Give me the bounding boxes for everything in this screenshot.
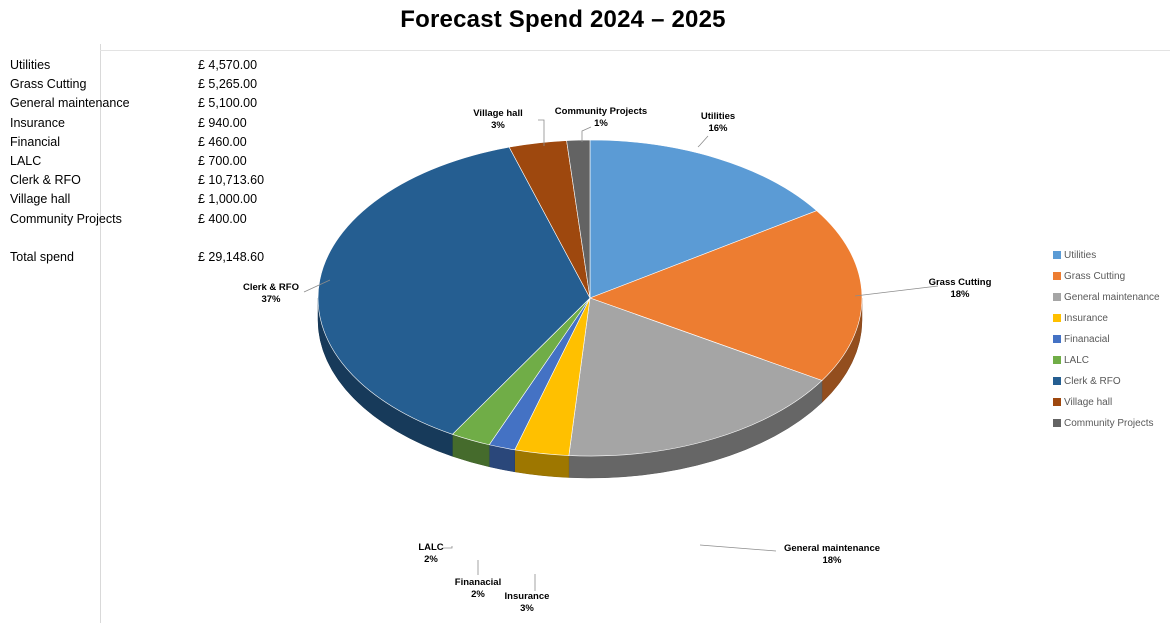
- slice-clerk-rfo: [317, 146, 591, 435]
- budget-label: Financial: [10, 134, 61, 149]
- data-label-percent-grass-cutting: 18%: [950, 289, 970, 300]
- legend-swatch: [1053, 398, 1061, 406]
- data-label-percent-utilities: 16%: [708, 123, 728, 134]
- data-label-percent-general-maintenance: 18%: [822, 555, 842, 566]
- data-label-lalc: LALC: [418, 542, 443, 553]
- budget-total-value: £ 29,148.60: [198, 249, 265, 264]
- budget-value: £ 460.00: [198, 134, 247, 149]
- budget-value: £ 700.00: [198, 153, 247, 168]
- pie-slices: [317, 139, 863, 457]
- legend-label: Community Projects: [1064, 418, 1154, 429]
- chart-title: Forecast Spend 2024 – 2025: [400, 6, 726, 33]
- leader-line-clerk-rfo: [303, 279, 331, 293]
- legend-swatch: [1053, 251, 1061, 259]
- legend-label: Finanacial: [1064, 334, 1110, 345]
- plot-area-top-border: [100, 50, 1170, 51]
- legend-label: Utilities: [1064, 250, 1097, 261]
- leader-line-grass-cutting: [854, 285, 939, 297]
- legend-swatch: [1053, 314, 1061, 322]
- legend-swatch: [1053, 419, 1061, 427]
- data-label-village-hall: Village hall: [473, 108, 522, 119]
- legend-item: Utilities: [1053, 248, 1160, 269]
- plot-area-left-border: [100, 44, 101, 623]
- legend-swatch: [1053, 377, 1061, 385]
- legend: Utilities Grass Cutting General maintena…: [1053, 248, 1160, 437]
- legend-label: Grass Cutting: [1064, 271, 1126, 282]
- slice-community-projects: [566, 139, 591, 299]
- budget-label: Village hall: [10, 192, 71, 207]
- legend-item: General maintenance: [1053, 290, 1160, 311]
- legend-label: LALC: [1064, 355, 1090, 366]
- data-label-percent-clerk-rfo: 37%: [261, 294, 281, 305]
- budget-label: General maintenance: [10, 96, 130, 111]
- leader-lines: [303, 119, 939, 591]
- data-label-utilities: Utilities: [701, 111, 735, 122]
- data-label-grass-cutting: Grass Cutting: [929, 277, 992, 288]
- budget-label: Utilities: [10, 58, 51, 72]
- slice-general-maintenance: [568, 297, 823, 457]
- budget-total-label: Total spend: [10, 249, 74, 264]
- data-label-clerk-rfo: Clerk & RFO: [243, 282, 299, 293]
- leader-line-community-projects: [581, 126, 592, 142]
- legend-item: LALC: [1053, 353, 1160, 374]
- legend-item: Village hall: [1053, 395, 1160, 416]
- budget-value: £ 10,713.60: [198, 173, 265, 188]
- data-label-percent-lalc: 2%: [424, 554, 438, 565]
- legend-item: Community Projects: [1053, 416, 1160, 437]
- legend-item: Clerk & RFO: [1053, 374, 1160, 395]
- data-label-percent-insurance: 3%: [520, 603, 534, 614]
- budget-label: Community Projects: [10, 211, 122, 226]
- leader-line-utilities: [697, 135, 709, 148]
- budget-label: Insurance: [10, 115, 65, 130]
- legend-label: Clerk & RFO: [1064, 376, 1121, 387]
- budget-label: Clerk & RFO: [10, 173, 81, 188]
- legend-item: Finanacial: [1053, 332, 1160, 353]
- legend-item: Grass Cutting: [1053, 269, 1160, 290]
- data-label-percent-finanacial: 2%: [471, 589, 485, 600]
- legend-label: Insurance: [1064, 313, 1108, 324]
- legend-swatch: [1053, 356, 1061, 364]
- data-label-percent-community-projects: 1%: [594, 118, 608, 129]
- legend-label: General maintenance: [1064, 292, 1160, 303]
- budget-label: LALC: [10, 153, 42, 168]
- legend-swatch: [1053, 293, 1061, 301]
- data-label-finanacial: Finanacial: [455, 577, 501, 588]
- leader-line-village-hall: [538, 119, 545, 146]
- data-label-insurance: Insurance: [505, 591, 550, 602]
- budget-label: Grass Cutting: [10, 77, 87, 92]
- data-label-percent-village-hall: 3%: [491, 120, 505, 131]
- data-label-community-projects: Community Projects: [555, 106, 647, 117]
- budget-value: £ 1,000.00: [198, 192, 258, 207]
- legend-swatch: [1053, 335, 1061, 343]
- legend-label: Village hall: [1064, 397, 1113, 408]
- leader-line-general-maintenance: [699, 544, 777, 552]
- leader-line-lalc: [443, 546, 453, 549]
- budget-value: £ 4,570.00: [198, 58, 258, 72]
- data-label-general-maintenance: General maintenance: [784, 543, 880, 554]
- budget-value: £ 940.00: [198, 115, 247, 130]
- slice-utilities: [589, 139, 818, 299]
- legend-swatch: [1053, 272, 1061, 280]
- budget-value: £ 5,265.00: [198, 77, 258, 92]
- budget-value: £ 5,100.00: [198, 96, 258, 111]
- legend-item: Insurance: [1053, 311, 1160, 332]
- pie-sides: [317, 297, 863, 479]
- budget-value: £ 400.00: [198, 211, 247, 226]
